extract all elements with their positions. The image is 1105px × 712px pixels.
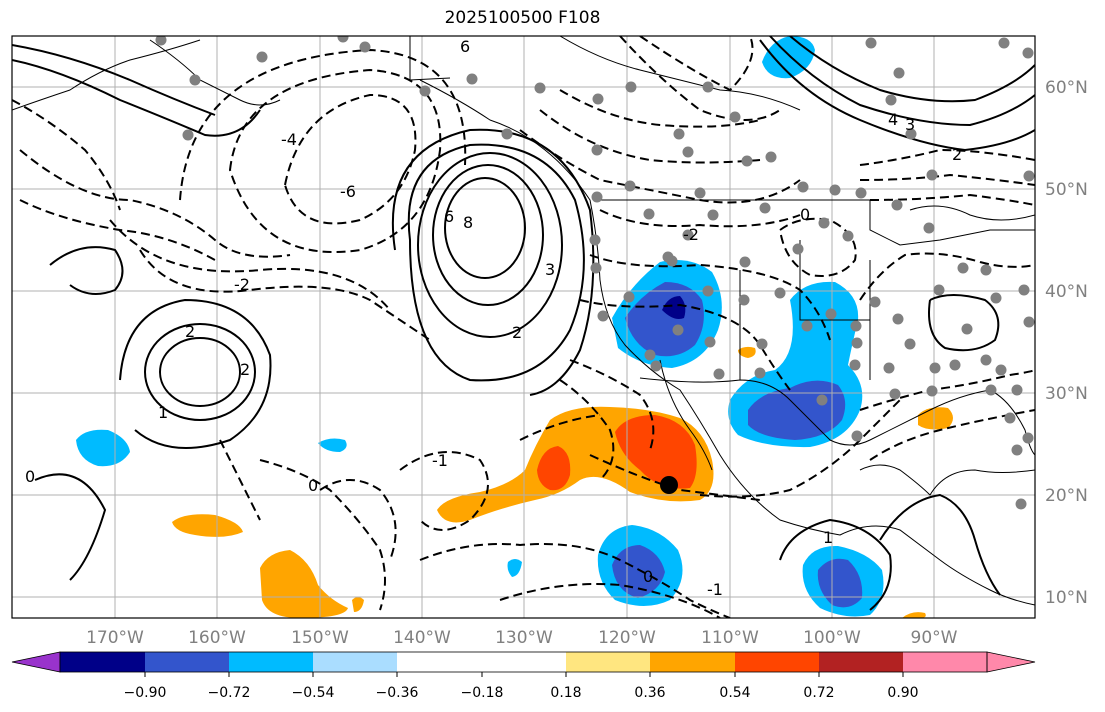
colorbar-segment <box>60 652 145 672</box>
colorbar-segment <box>903 652 987 672</box>
blue-patch-b <box>318 438 347 452</box>
lon-label: 120°W <box>598 628 656 648</box>
contour-label: 2 <box>240 360 250 379</box>
colorbar-tick-label: 0.18 <box>550 685 581 701</box>
lat-label: 60°N <box>1045 78 1088 98</box>
map-area: 6 8 2 3 2 2 1 0 -6 -4 -2 -1 0 2 4 3 6 -2… <box>12 36 1035 618</box>
colorbar-segment <box>145 652 229 672</box>
contour-label: -1 <box>432 451 448 470</box>
red-region-b <box>537 446 571 491</box>
colorbar-tick-label: 0.72 <box>803 685 834 701</box>
contour-label: -6 <box>340 182 356 201</box>
darkblue-region-west <box>625 282 704 357</box>
map-title: 2025100500 F108 <box>444 8 601 28</box>
contour-label: 1 <box>158 403 168 422</box>
contour-label: 2 <box>512 323 522 342</box>
orange-patch-e <box>738 346 756 358</box>
orange-patch-f <box>902 612 926 618</box>
red-region-a <box>615 415 697 489</box>
colorbar: −0.90 −0.72 −0.54 −0.36 −0.18 0.18 0.36 … <box>11 651 1036 701</box>
colorbar-segment <box>650 652 735 672</box>
colorbar-tick-label: −0.36 <box>376 685 419 701</box>
lat-label: 40°N <box>1045 282 1088 302</box>
lon-label: 90°W <box>911 628 958 648</box>
colorbar-tick-label: −0.54 <box>292 685 335 701</box>
contour-label: 0 <box>800 205 810 224</box>
contour-labels: 6 8 2 3 2 2 1 0 -6 -4 -2 -1 0 2 4 3 6 -2… <box>25 37 962 599</box>
lon-label: 160°W <box>188 628 246 648</box>
lat-label: 20°N <box>1045 486 1088 506</box>
contour-label: 8 <box>463 213 473 232</box>
colorbar-segment <box>819 652 903 672</box>
colorbar-segment <box>566 652 650 672</box>
lon-label: 100°W <box>803 628 861 648</box>
colorbar-segment <box>482 652 566 672</box>
contour-label: 6 <box>444 207 454 226</box>
navy-core-west <box>662 296 686 319</box>
lat-label: 50°N <box>1045 180 1088 200</box>
contour-label: 6 <box>460 37 470 56</box>
contour-label: 2 <box>185 322 195 341</box>
colorbar-arrow-right <box>986 651 1036 673</box>
lat-label: 30°N <box>1045 384 1088 404</box>
contour-label: 3 <box>905 115 915 134</box>
lon-label: 150°W <box>291 628 349 648</box>
orange-patch-c <box>918 407 953 430</box>
contour-label: 0 <box>25 467 35 486</box>
contour-label: 1 <box>823 528 833 547</box>
shaded-anomalies <box>76 36 953 618</box>
contour-label: 3 <box>545 260 555 279</box>
blue-patch-a <box>76 429 130 467</box>
contour-label: 2 <box>952 145 962 164</box>
colorbar-tick-label: 0.36 <box>634 685 665 701</box>
colorbar-tick-label: 0.90 <box>887 685 918 701</box>
colorbar-segment <box>229 652 313 672</box>
orange-patch-d <box>352 597 364 612</box>
colorbar-ticks <box>144 672 904 677</box>
contour-label: -1 <box>707 580 723 599</box>
contour-label: 0 <box>308 476 318 495</box>
colorbar-segment <box>735 652 819 672</box>
colorbar-tick-label: −0.72 <box>208 685 251 701</box>
colorbar-frame <box>59 651 988 673</box>
orange-patch-a <box>172 514 243 537</box>
map-frame <box>11 35 1036 619</box>
colorbar-segment <box>313 652 397 672</box>
darkblue-region-ca <box>817 558 863 608</box>
contour-label: 0 <box>643 567 653 586</box>
highlight-marker <box>660 476 678 494</box>
colorbar-tick-label: −0.90 <box>124 685 167 701</box>
contour-label: -2 <box>683 225 699 244</box>
darkblue-region-south <box>612 545 665 598</box>
contour-label: 4 <box>888 110 898 129</box>
lon-label: 110°W <box>701 628 759 648</box>
lat-label: 10°N <box>1045 588 1088 608</box>
longitude-labels: 170°W 160°W 150°W 140°W 130°W 120°W 110°… <box>86 628 958 648</box>
lon-label: 170°W <box>86 628 144 648</box>
colorbar-tick-label: −0.18 <box>461 685 504 701</box>
coastlines <box>12 36 1035 606</box>
contour-label: -4 <box>281 130 297 149</box>
dashed-contours <box>12 36 1035 618</box>
colorbar-tick-label: 0.54 <box>719 685 750 701</box>
colorbar-segment <box>397 652 482 672</box>
lon-label: 140°W <box>393 628 451 648</box>
latitude-labels: 60°N 50°N 40°N 30°N 20°N 10°N <box>1045 78 1088 608</box>
contour-label: -2 <box>234 275 250 294</box>
colorbar-arrow-left <box>11 651 61 673</box>
station-markers <box>155 36 1035 510</box>
solid-contours <box>12 36 1035 611</box>
blue-patch-c <box>507 559 522 577</box>
lon-label: 130°W <box>495 628 553 648</box>
orange-patch-b <box>260 550 348 618</box>
